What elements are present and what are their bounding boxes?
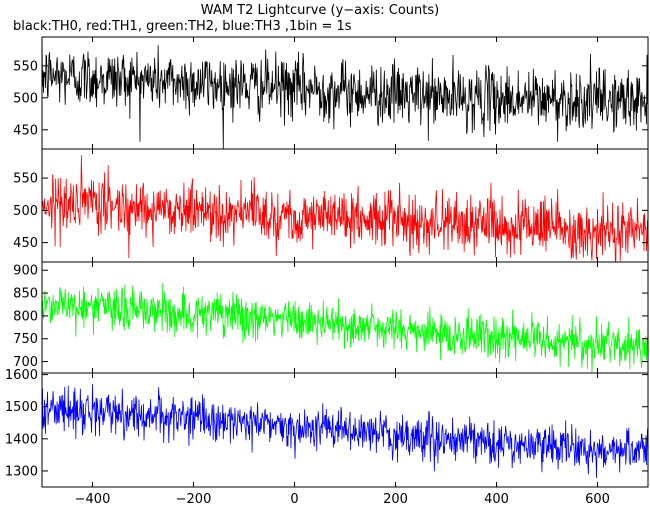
series-line-th2 bbox=[42, 283, 648, 373]
x-tick-label: 200 bbox=[383, 492, 408, 505]
y-tick-label: 800 bbox=[13, 309, 38, 324]
y-tick-label: 1500 bbox=[5, 400, 38, 415]
y-tick-label: 700 bbox=[13, 355, 38, 370]
y-tick-label: 1400 bbox=[5, 432, 38, 447]
x-tick-label: 0 bbox=[290, 492, 298, 505]
series-line-th1 bbox=[42, 155, 648, 262]
series-line-th3 bbox=[42, 384, 648, 479]
y-tick-label: 1300 bbox=[5, 464, 38, 479]
x-tick-label: 400 bbox=[484, 492, 509, 505]
x-tick-label: 600 bbox=[585, 492, 610, 505]
panel-frame-th3 bbox=[41, 372, 649, 488]
y-tick-label: 850 bbox=[13, 287, 38, 302]
y-tick-label: 1600 bbox=[5, 368, 38, 383]
y-tick-label: 550 bbox=[13, 172, 38, 187]
series-line-th0 bbox=[42, 37, 648, 149]
chart-title: WAM T2 Lightcurve (y−axis: Counts) bbox=[201, 3, 439, 18]
y-tick-label: 900 bbox=[13, 264, 38, 279]
panels-group: 450 500 550 450 500 550 700 750 800 850 900 1300 140… bbox=[5, 36, 649, 505]
y-tick-label: 550 bbox=[13, 59, 38, 74]
x-tick-label: −200 bbox=[176, 492, 212, 505]
x-tick-label: −400 bbox=[75, 492, 111, 505]
y-tick-label: 750 bbox=[13, 332, 38, 347]
y-tick-label: 500 bbox=[13, 91, 38, 106]
y-tick-label: 450 bbox=[13, 123, 38, 138]
y-tick-label: 500 bbox=[13, 204, 38, 219]
y-tick-label: 450 bbox=[13, 236, 38, 251]
chart-subtitle: black:TH0, red:TH1, green:TH2, blue:TH3 … bbox=[13, 19, 352, 34]
